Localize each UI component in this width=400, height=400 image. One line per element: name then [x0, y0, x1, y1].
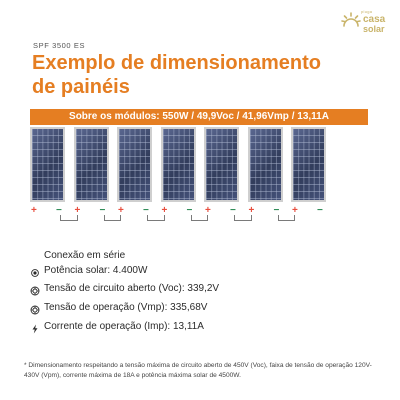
spec-operating-voltage-text: Tensão de operação (Vmp): 335,68V [44, 301, 208, 313]
series-wire [234, 215, 252, 221]
positive-terminal: + [161, 205, 168, 216]
positive-terminal: + [74, 205, 81, 216]
logo-top-text: pluga [361, 9, 373, 14]
negative-terminal: − [56, 205, 62, 216]
positive-terminal: + [205, 205, 211, 216]
series-wire [103, 215, 121, 221]
solar-panel [30, 127, 65, 202]
series-wire [60, 215, 78, 221]
solar-panel [204, 127, 239, 202]
page-title-line-2: de painéis [32, 76, 130, 98]
brand-logo: pluga casa solar [341, 6, 395, 40]
spec-open-circuit-voltage-text: Tensão de circuito aberto (Voc): 339,2V [44, 282, 220, 294]
negative-terminal: − [143, 205, 149, 216]
lightning-icon [30, 321, 40, 334]
solar-panel [160, 127, 196, 202]
series-wire [277, 215, 295, 221]
solar-panel [247, 127, 283, 202]
negative-terminal: − [186, 205, 193, 216]
product-code: SPF 3500 ES [33, 41, 86, 50]
module-specs-banner: Sobre os módulos: 550W / 49,9Voc / 41,96… [30, 109, 368, 125]
positive-terminal: + [31, 205, 37, 216]
series-wire [147, 215, 165, 221]
spec-row-open-circuit-voltage: Tensão de circuito aberto (Voc): 339,2V [30, 281, 220, 296]
sun-rays-logo-icon [341, 12, 361, 27]
series-wire [190, 215, 208, 221]
page-title: Exemplo de dimensionamento de painéis [32, 51, 372, 99]
page-title-line-1: Exemplo de dimensionamento [32, 52, 321, 74]
solar-panel [117, 127, 152, 202]
solar-panel-array: + − + − + − + − + − + − + − [30, 127, 370, 221]
positive-terminal: + [118, 205, 124, 216]
spec-solar-power-text: Potência solar: 4.400W [44, 264, 148, 276]
gauge-icon [30, 283, 40, 296]
logo-casa-text: casa [363, 14, 386, 25]
spec-row-operating-voltage: Tensão de operação (Vmp): 335,68V [30, 300, 208, 315]
negative-terminal: − [273, 205, 280, 216]
spec-operating-current-text: Corrente de operação (Imp): 13,11A [44, 320, 204, 332]
logo-solar-text: solar [363, 24, 385, 34]
gauge-icon [30, 302, 40, 315]
positive-terminal: + [292, 205, 298, 216]
sun-icon [30, 265, 40, 277]
spec-row-solar-power: Potência solar: 4.400W [30, 263, 147, 277]
solar-panel [291, 127, 326, 202]
negative-terminal: − [317, 205, 323, 216]
connection-type-title: Conexão em série [44, 250, 126, 261]
negative-terminal: − [230, 205, 236, 216]
solar-panel [73, 127, 109, 202]
negative-terminal: − [99, 205, 106, 216]
footnote: * Dimensionamento respeitando a tensão m… [24, 362, 372, 379]
spec-row-operating-current: Corrente de operação (Imp): 13,11A [30, 319, 204, 334]
positive-terminal: + [248, 205, 255, 216]
